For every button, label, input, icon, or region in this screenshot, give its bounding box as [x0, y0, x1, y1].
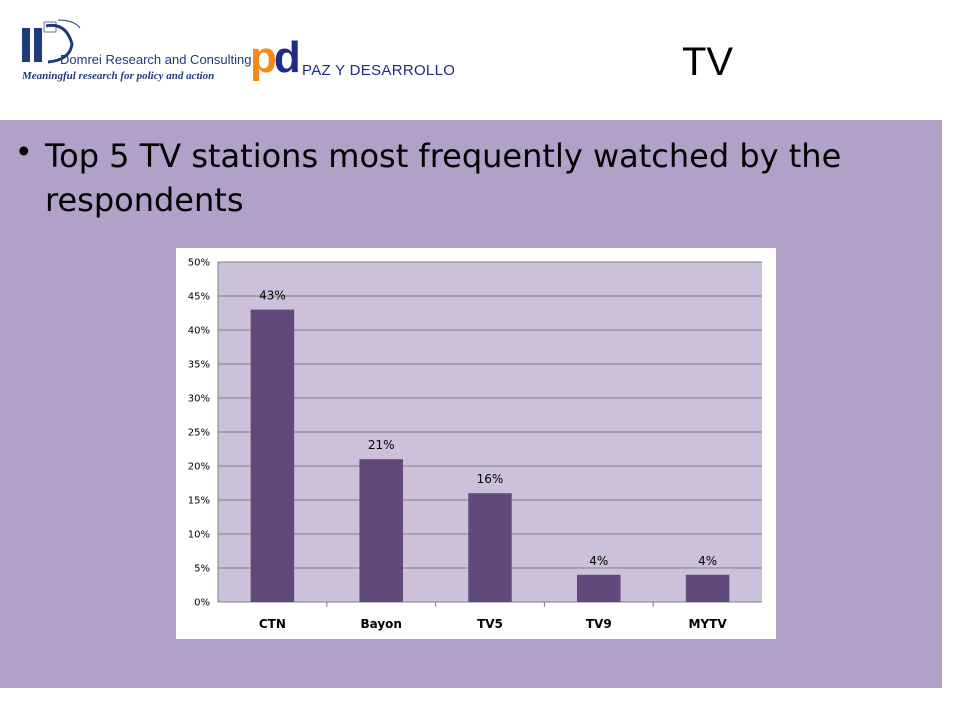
bar: [685, 574, 730, 602]
y-tick-label: 15%: [188, 496, 210, 507]
bullet-text: Top 5 TV stations most frequently watche…: [45, 137, 842, 219]
y-tick-label: 5%: [194, 564, 210, 575]
data-label: 4%: [589, 554, 608, 568]
bar: [577, 574, 621, 602]
y-tick-label: 50%: [188, 258, 210, 269]
y-tick-label: 0%: [194, 598, 210, 609]
data-label: 16%: [477, 472, 504, 486]
domrei-logo: Domrei Research and Consulting Meaningfu…: [18, 18, 252, 88]
x-tick-label: CTN: [259, 617, 286, 631]
bullet-marker: •: [18, 132, 30, 169]
pazydesarrollo-logo: pd PAZ Y DESARROLLO: [250, 36, 470, 86]
y-tick-label: 30%: [188, 394, 210, 405]
bar: [250, 309, 295, 602]
x-tick-label: TV9: [586, 617, 612, 631]
x-tick-label: TV5: [477, 617, 503, 631]
data-label: 4%: [698, 554, 717, 568]
y-tick-label: 10%: [188, 530, 210, 541]
data-label: 43%: [259, 289, 286, 303]
slide-header: Domrei Research and Consulting Meaningfu…: [0, 0, 960, 120]
y-tick-label: 45%: [188, 292, 210, 303]
slide-title: TV: [682, 40, 734, 84]
chart-area: 0% 5% 10% 15% 20% 25% 30% 35% 40% 45% 50% 43% CTN 21%…: [176, 248, 776, 639]
bar-chart: 0% 5% 10% 15% 20% 25% 30% 35% 40% 45% 50% 43% CTN 21%…: [188, 258, 762, 631]
bar: [468, 493, 512, 602]
pd-logo-name: PAZ Y DESARROLLO: [302, 62, 456, 79]
x-tick-label: MYTV: [689, 617, 728, 631]
x-tick-label: Bayon: [360, 617, 401, 631]
domrei-logo-mark: [22, 19, 81, 64]
y-tick-label: 35%: [188, 360, 210, 371]
pd-logo-mark: pd: [250, 33, 301, 82]
y-tick-label: 20%: [188, 462, 210, 473]
y-tick-label: 25%: [188, 428, 210, 439]
y-tick-label: 40%: [188, 326, 210, 337]
bar: [359, 459, 403, 602]
domrei-logo-name: Domrei Research and Consulting: [60, 52, 252, 67]
domrei-logo-tagline: Meaningful research for policy and actio…: [22, 70, 215, 82]
data-label: 21%: [368, 438, 395, 452]
slide-content: • Top 5 TV stations most frequently watc…: [0, 120, 942, 688]
